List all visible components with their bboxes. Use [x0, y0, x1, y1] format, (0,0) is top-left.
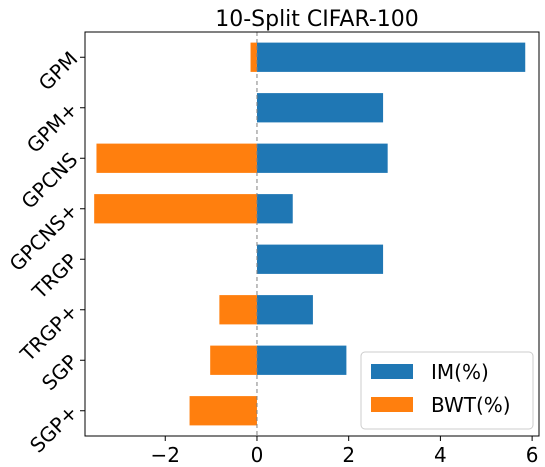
bar-im-gpcns — [256, 143, 388, 173]
bar-im-gpm-plus — [256, 93, 384, 123]
bar-bwt-gpcns-plus — [94, 194, 257, 224]
bar-im-trgp — [256, 244, 384, 274]
plot-frame — [84, 31, 540, 437]
bar-bwt-sgp-plus — [189, 396, 257, 426]
x-tick-label: 6 — [526, 443, 539, 467]
bar-im-sgp — [256, 345, 347, 375]
bar-im-gpcns-plus — [256, 194, 293, 224]
y-tick-label: GPM — [34, 47, 83, 96]
y-tick-label: GPCNS — [16, 148, 82, 214]
x-axis: −2 0 2 4 6 — [151, 436, 539, 467]
x-tick-label: −2 — [151, 443, 180, 467]
bar-bwt-gpm — [250, 42, 257, 72]
bars-layer — [94, 42, 526, 426]
bar-bwt-gpcns — [96, 143, 257, 173]
y-tick-label: GPM+ — [22, 97, 83, 158]
legend-label-im: IM(%) — [431, 360, 489, 384]
legend-label-bwt: BWT(%) — [431, 393, 511, 417]
legend: IM(%) BWT(%) — [360, 351, 534, 430]
bar-bwt-sgp — [210, 345, 257, 375]
x-tick-label: 4 — [434, 443, 447, 467]
x-tick-label: 2 — [342, 443, 355, 467]
legend-swatch-bwt — [371, 397, 413, 412]
y-tick-label: SGP+ — [25, 400, 82, 457]
bar-im-trgp-plus — [256, 295, 313, 325]
bar-bwt-trgp-plus — [219, 295, 257, 325]
bar-im-gpm — [256, 42, 526, 72]
chart-title: 10-Split CIFAR-100 — [215, 7, 419, 32]
y-tick-label: SGP — [37, 350, 82, 395]
x-tick-label: 0 — [251, 443, 264, 467]
legend-swatch-im — [371, 364, 413, 379]
